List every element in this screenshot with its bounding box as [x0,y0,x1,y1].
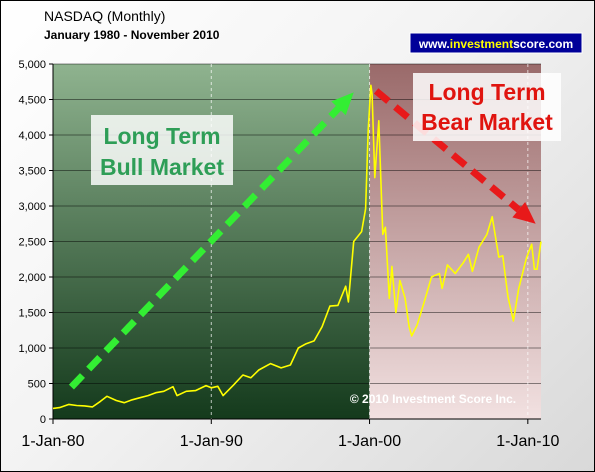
trend-arrows [68,88,536,390]
grid-lines [53,63,541,419]
series-line-0 [52,84,542,410]
bear-arrow-shaft [373,88,521,213]
y-tick-label-9: 4,500 [18,95,46,107]
svg-text:www.investmentscore.com: www.investmentscore.com [418,37,573,51]
badge-brand-b: score [513,37,545,51]
bull-label-line-2: Bull Market [100,154,224,180]
y-tick-label-1: 500 [28,379,46,391]
bear-arrow-head [512,201,536,224]
y-tick-label-3: 1,500 [18,308,46,320]
x-tick-label-0: 1-Jan-80 [21,433,84,450]
axes [49,63,541,424]
y-tick-label-4: 2,000 [18,272,46,284]
y-tick-label-10: 5,000 [18,59,46,71]
badge-brand-a: investment [450,37,513,51]
x-tick-label-2: 1-Jan-00 [338,433,401,450]
series-layer [52,84,542,410]
x-tick-label-3: 1-Jan-10 [496,433,559,450]
y-tick-label-0: 0 [40,414,46,426]
bull-label-line-1: Long Term [103,123,220,149]
bull-arrow-shaft [68,105,342,390]
copyright-notice: © 2010 Investment Score Inc. [350,392,516,406]
x-tick-labels: 1-Jan-80 1-Jan-90 1-Jan-00 1-Jan-10 [21,433,559,450]
y-tick-labels: 0 500 1,000 1,500 2,000 2,500 3,000 3,500 4,000 4… [18,59,46,426]
chart-title: NASDAQ (Monthly) [44,8,165,24]
y-tick-label-5: 2,500 [18,237,46,249]
bear-label-line-2: Bear Market [421,109,553,135]
chart-subtitle: January 1980 - November 2010 [44,28,220,42]
bear-label-line-1: Long Term [428,79,545,105]
y-tick-label-8: 4,000 [18,130,46,142]
bear-annotation: Long Term Bear Market [413,73,561,141]
badge-suffix: .com [545,37,573,51]
bull-arrow-head [331,92,354,116]
y-tick-label-2: 1,000 [18,343,46,355]
badge-prefix: www. [418,37,450,51]
bull-annotation: Long Term Bull Market [91,115,233,185]
y-tick-label-6: 3,000 [18,201,46,213]
website-badge: www.investmentscore.com [409,32,583,54]
x-tick-label-1: 1-Jan-90 [180,433,243,450]
y-tick-label-7: 3,500 [18,166,46,178]
